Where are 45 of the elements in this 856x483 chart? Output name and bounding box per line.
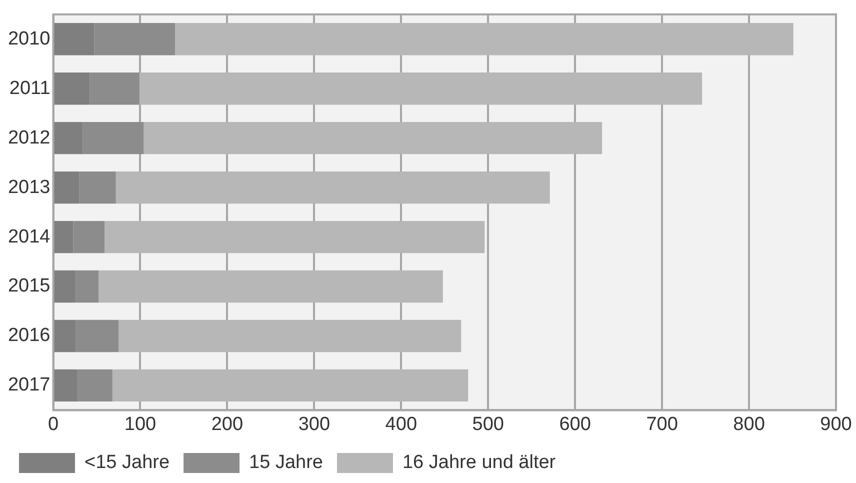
y-tick-label: 2016 <box>8 325 50 346</box>
x-tick-label: 300 <box>298 414 330 435</box>
bar <box>90 72 140 105</box>
bar <box>54 320 76 352</box>
bar <box>118 320 462 352</box>
bar <box>54 270 76 303</box>
x-tick-label: 100 <box>124 414 156 435</box>
bar <box>175 23 794 56</box>
x-tick-label: 0 <box>48 414 59 435</box>
bar <box>78 369 112 402</box>
bar <box>54 220 74 254</box>
y-tick-label: 2011 <box>9 78 50 99</box>
x-tick-label: 900 <box>820 414 852 435</box>
y-tick-label: 2010 <box>8 28 50 50</box>
y-tick-label: 2015 <box>8 276 50 297</box>
x-tick-label: 700 <box>646 414 678 435</box>
bar <box>94 23 176 56</box>
x-tick-label: 800 <box>733 414 765 435</box>
bar <box>98 270 443 303</box>
y-tick-label: 2017 <box>8 374 50 396</box>
bar <box>54 171 80 204</box>
bar <box>54 369 78 402</box>
bar <box>79 171 116 204</box>
x-tick-label: 200 <box>211 414 244 435</box>
x-tick-label: 500 <box>472 414 504 435</box>
bar <box>73 220 105 254</box>
y-tick-label: 2012 <box>8 127 50 148</box>
bar <box>144 122 602 154</box>
legend-label: <15 Jahre <box>84 452 170 474</box>
bar <box>116 171 550 204</box>
bar <box>139 72 702 105</box>
bar <box>112 369 468 402</box>
bar <box>54 122 83 154</box>
y-tick-label: 2013 <box>8 176 50 198</box>
x-tick-label: 600 <box>559 414 591 435</box>
bar <box>75 270 98 303</box>
x-tick-label: 400 <box>385 414 417 435</box>
bar <box>76 320 118 352</box>
legend-label: 16 Jahre und älter <box>402 452 556 474</box>
bar <box>104 220 485 254</box>
bar <box>54 72 90 105</box>
legend-label: 15 Jahre <box>249 452 323 474</box>
bar <box>82 122 144 154</box>
bar <box>54 23 94 56</box>
y-tick-label: 2014 <box>8 226 51 248</box>
